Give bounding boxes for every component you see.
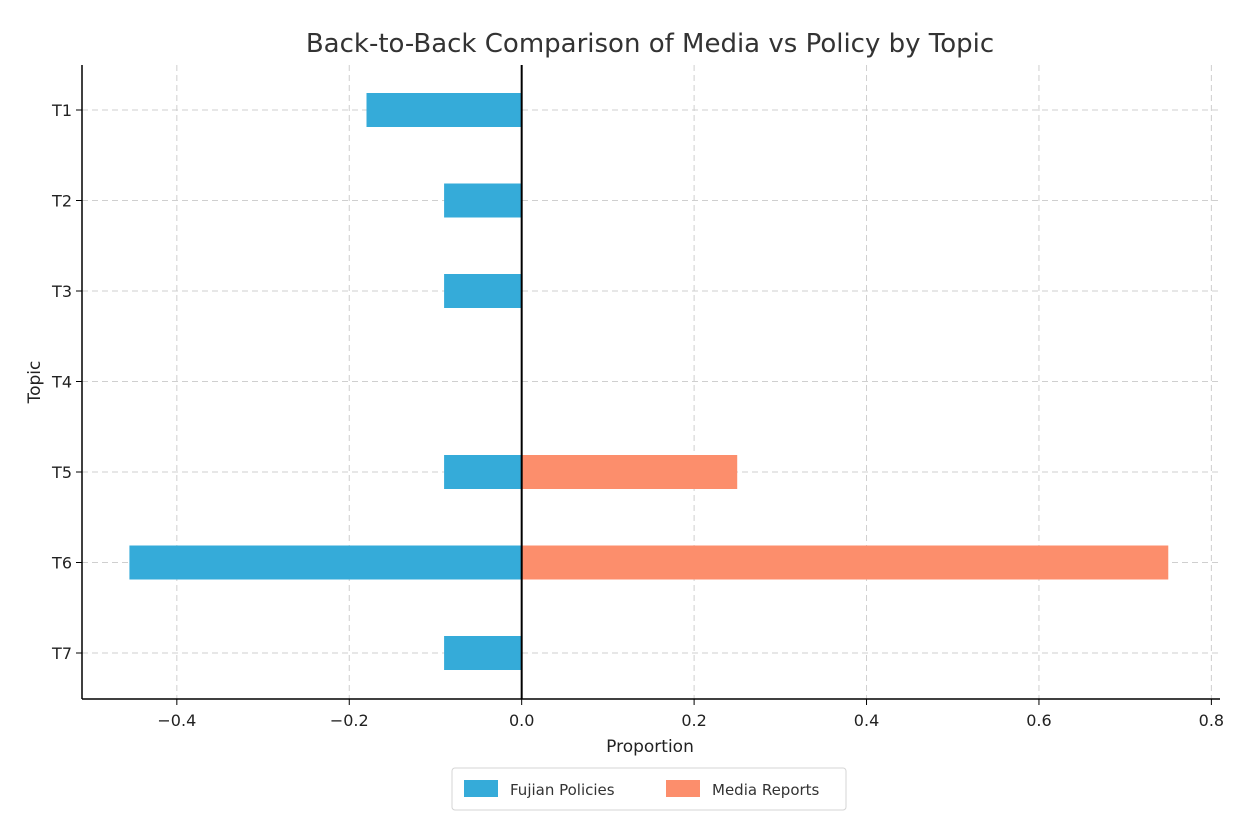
bar-fujian-policies-t3 — [444, 274, 522, 308]
y-axis-label: Topic — [25, 361, 45, 405]
bar-fujian-policies-t2 — [444, 183, 522, 218]
y-tick-label: T6 — [51, 554, 72, 573]
x-tick-label: 0.4 — [854, 711, 879, 730]
y-tick-label: T7 — [51, 644, 72, 663]
y-ticks: T1 T2 T3 T4 T5 T6 T7 — [51, 101, 82, 663]
x-tick-label: 0.6 — [1026, 711, 1051, 730]
legend-label-fujian-policies: Fujian Policies — [510, 781, 615, 799]
x-tick-label: 0.2 — [681, 711, 706, 730]
legend-label-media-reports: Media Reports — [712, 781, 820, 799]
x-axis-label: Proportion — [606, 737, 694, 757]
bar-fujian-policies-t7 — [444, 636, 522, 670]
bar-media-reports-t5 — [521, 455, 738, 489]
bar-fujian-policies-t1 — [366, 93, 522, 127]
bar-fujian-policies-t5 — [444, 455, 522, 489]
legend-swatch-fujian-policies — [464, 780, 498, 797]
bar-fujian-policies-t6 — [129, 545, 522, 580]
x-ticks: −0.4 −0.2 0.0 0.2 0.4 0.6 0.8 — [157, 699, 1224, 730]
bar-media-reports-t6 — [521, 545, 1169, 580]
y-tick-label: T4 — [51, 373, 72, 392]
x-tick-label: −0.4 — [157, 711, 196, 730]
legend-box — [451, 767, 847, 811]
y-tick-label: T2 — [51, 192, 72, 211]
x-tick-label: 0.8 — [1199, 711, 1224, 730]
chart-title: Back-to-Back Comparison of Media vs Poli… — [306, 29, 994, 59]
legend: Fujian Policies Media Reports — [451, 767, 847, 811]
bars — [129, 93, 1169, 670]
x-tick-label: 0.0 — [509, 711, 534, 730]
y-tick-label: T1 — [51, 101, 72, 120]
legend-swatch-media-reports — [666, 780, 700, 797]
y-tick-label: T3 — [51, 282, 72, 301]
x-tick-label: −0.2 — [330, 711, 369, 730]
grid — [82, 65, 1220, 699]
y-tick-label: T5 — [51, 463, 72, 482]
